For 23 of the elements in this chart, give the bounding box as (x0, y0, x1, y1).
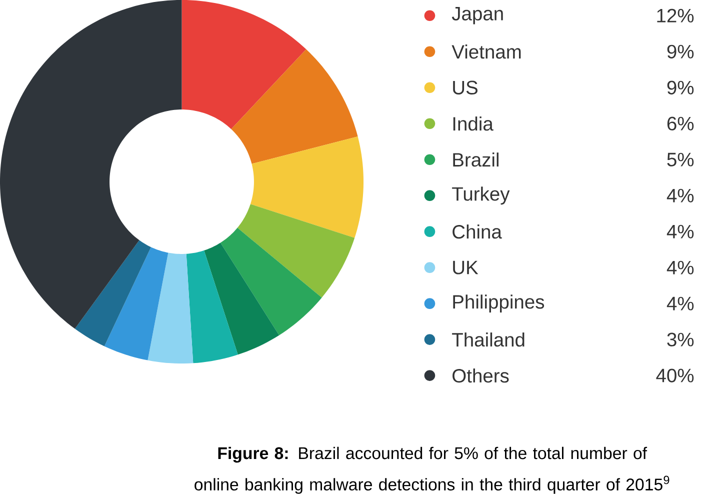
legend-label: US (453, 80, 478, 95)
legend-label: Vietnam (452, 44, 521, 59)
data-label: 9% (667, 44, 694, 59)
data-label: 4% (666, 296, 694, 310)
legend-label: China (452, 224, 502, 239)
data-label: 6% (667, 116, 694, 131)
data-label: 4% (666, 188, 694, 202)
data-label: 5% (667, 152, 694, 166)
data-label: 9% (667, 80, 694, 95)
data-label: 3% (667, 332, 694, 346)
legend-label: Others (452, 368, 509, 383)
data-label: 12% (657, 8, 694, 23)
text: Figure 8: Brazil accounted for 5% of the total number of online banking malware detections in the third quarter of 2015$^{9}$ (194, 446, 670, 494)
legend-label: Thailand (452, 332, 524, 347)
data-label: 4% (666, 224, 694, 238)
legend-label: UK (453, 260, 478, 274)
legend-label: India (453, 116, 494, 131)
legend-label: Brazil (453, 152, 498, 167)
legend-label: Japan (452, 7, 503, 24)
data-label: 4% (666, 260, 694, 274)
legend-label: Philippines (453, 294, 544, 313)
legend-label: Turkey (452, 186, 510, 205)
data-label: 40% (656, 368, 694, 382)
